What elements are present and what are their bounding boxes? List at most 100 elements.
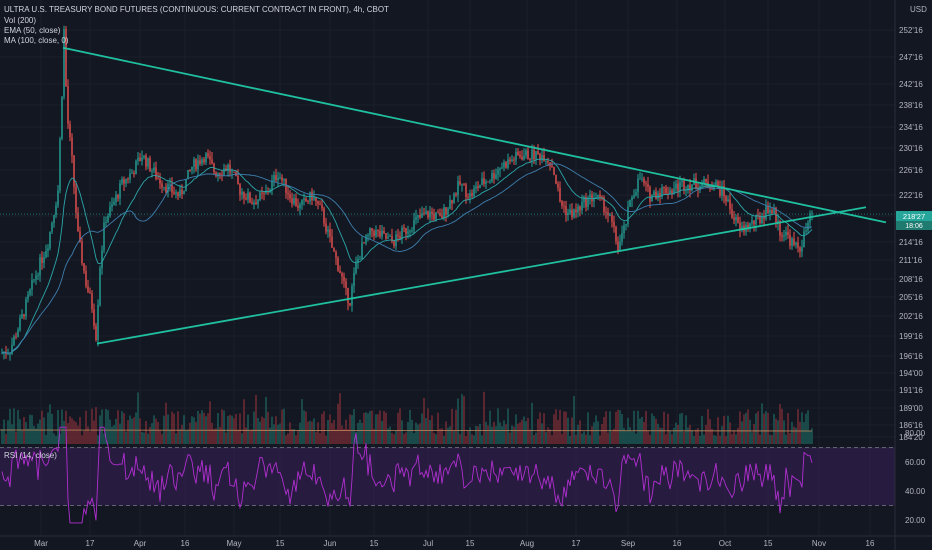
volume-bar (793, 426, 795, 444)
volume-bar (781, 408, 783, 444)
rsi-label[interactable]: RSI (14, close) (4, 451, 57, 460)
price-tick-label: 196'16 (899, 352, 923, 361)
volume-bar (217, 413, 219, 444)
candle-body (513, 159, 515, 161)
volume-bar (735, 434, 737, 444)
indicator-ema[interactable]: EMA (50, close) (4, 26, 61, 35)
candle-body (399, 236, 401, 239)
volume-bar (733, 430, 735, 444)
indicator-volume[interactable]: Vol (200) (4, 16, 36, 25)
volume-bar (243, 399, 245, 444)
candle-body (129, 173, 131, 180)
volume-bar (805, 413, 807, 444)
price-tick-label: 234'16 (899, 123, 923, 132)
volume-bar (553, 414, 555, 444)
candle-body (783, 235, 785, 237)
volume-bar (249, 430, 251, 444)
candle-body (351, 285, 353, 306)
candle-body (803, 231, 805, 248)
volume-bar (583, 431, 585, 444)
volume-bar (595, 415, 597, 444)
volume-bar (29, 414, 31, 444)
candle-body (739, 222, 741, 230)
candle-body (417, 215, 419, 218)
price-tick-label: 247'16 (899, 53, 923, 62)
resistance-trendline[interactable] (62, 46, 887, 224)
volume-bar (601, 424, 603, 444)
candle-body (301, 200, 303, 205)
volume-bar (385, 412, 387, 444)
candle-body (505, 162, 507, 168)
time-axis[interactable]: Mar 17 Apr 16 May 15 Jun 15 Jul 15 Aug 17 Sep 16 Oct 15… (34, 539, 875, 548)
candle-body (617, 241, 619, 252)
candle-body (53, 215, 55, 224)
volume-bar (539, 412, 541, 444)
volume-bar (479, 423, 481, 444)
candle-body (13, 336, 15, 345)
volume-bar (471, 434, 473, 444)
candle-body (211, 159, 213, 164)
volume-bar (767, 412, 769, 444)
candle-body (161, 183, 163, 188)
volume-bar (107, 410, 109, 444)
candle-body (81, 241, 83, 264)
candle-body (251, 202, 253, 205)
candle-body (605, 212, 607, 213)
volume-bar (183, 415, 185, 444)
volume-bar (593, 422, 595, 444)
volume-bar (167, 414, 169, 444)
volume-bar (313, 418, 315, 444)
volume-bar (631, 431, 633, 444)
volume-bar (751, 432, 753, 444)
volume-bar (743, 414, 745, 444)
candle-body (595, 197, 597, 199)
volume-bar (267, 411, 269, 444)
volume-bar (245, 427, 247, 444)
volume-bar (357, 422, 359, 444)
volume-bar (455, 409, 457, 444)
volume-bar (47, 412, 49, 444)
candle-body (781, 235, 783, 237)
candle-body (679, 181, 681, 192)
candle-body (775, 207, 777, 224)
candle-body (279, 177, 281, 179)
candle-body (299, 204, 301, 208)
volume-bar (645, 410, 647, 444)
candle-body (265, 191, 267, 194)
volume-bar (709, 419, 711, 444)
volume-bar (325, 435, 327, 444)
volume-bar (517, 423, 519, 444)
candle-body (337, 257, 339, 271)
volume-bar (575, 434, 577, 444)
candle-body (85, 270, 87, 287)
volume-bar (503, 420, 505, 444)
support-trendline[interactable] (96, 206, 867, 345)
volume-bar (651, 413, 653, 444)
candle-body (527, 150, 529, 160)
volume-bar (7, 420, 9, 444)
candle-body (811, 213, 813, 215)
volume-bar (795, 427, 797, 444)
indicator-ma[interactable]: MA (100, close, 0) (4, 36, 69, 45)
candle-body (133, 172, 135, 175)
volume-bar (289, 422, 291, 444)
volume-bar (647, 430, 649, 444)
candle-body (67, 86, 69, 124)
volume-bar (607, 432, 609, 444)
volume-bar (257, 418, 259, 444)
volume-bar (321, 413, 323, 444)
volume-bar (87, 426, 89, 444)
candle-body (473, 188, 475, 196)
price-axis[interactable]: 252'16 247'16 242'16 238'16 234'16 230'16 226'… (899, 26, 923, 442)
volume-bar (393, 434, 395, 444)
candle-body (49, 231, 51, 249)
volume-bar (265, 396, 267, 444)
volume-bar (335, 429, 337, 444)
volume-bar (493, 421, 495, 444)
volume-bar (123, 413, 125, 444)
candle-body (415, 217, 417, 220)
volume-bar (339, 393, 341, 444)
candle-body (277, 177, 279, 181)
candle-body (57, 190, 59, 206)
